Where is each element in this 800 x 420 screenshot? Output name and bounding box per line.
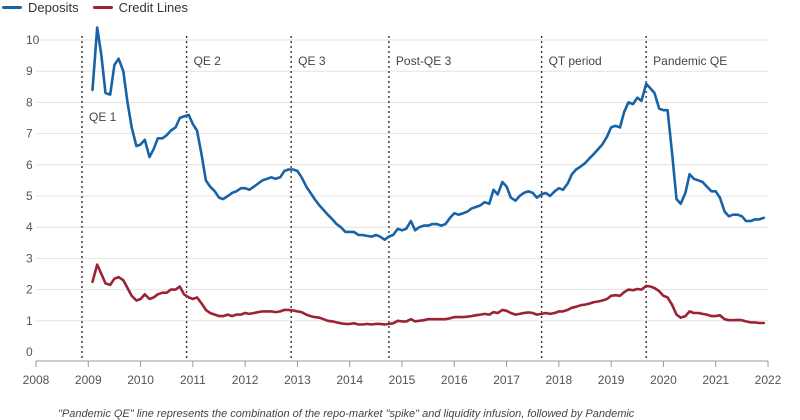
period-label-3: Post-QE 3 <box>396 54 452 68</box>
x-tick-label-2022: 2022 <box>755 373 782 387</box>
period-label-0: QE 1 <box>89 110 117 124</box>
y-tick-label-6: 6 <box>26 158 33 172</box>
y-tick-label-7: 7 <box>26 127 33 141</box>
x-tick-label-2013: 2013 <box>284 373 311 387</box>
caption: "Pandemic QE" line represents the combin… <box>58 408 635 420</box>
x-tick-label-2017: 2017 <box>493 373 520 387</box>
legend-swatch-deposits <box>2 6 22 9</box>
series-lines <box>91 26 766 326</box>
x-tick-label-2014: 2014 <box>336 373 363 387</box>
x-tick-label-2018: 2018 <box>546 373 573 387</box>
period-markers: QE 1 QE 2 QE 3 Post-QE 3 QT period Pandemic Q… <box>81 36 727 361</box>
period-label-4: QT period <box>549 54 602 68</box>
series-line-credit-lines <box>91 263 766 326</box>
y-tick-label-0: 0 <box>26 345 33 359</box>
y-tick-label-9: 9 <box>26 64 33 78</box>
x-tick-label-2020: 2020 <box>650 373 677 387</box>
x-tick-label-2012: 2012 <box>232 373 259 387</box>
period-label-5: Pandemic QE <box>653 54 727 68</box>
y-tick-label-1: 1 <box>26 314 33 328</box>
gridlines <box>36 39 768 322</box>
y-tick-label-4: 4 <box>26 220 33 234</box>
y-tick-label-10: 10 <box>26 33 40 47</box>
x-tick-label-2015: 2015 <box>389 373 416 387</box>
x-tick-label-2011: 2011 <box>180 373 206 387</box>
y-tick-label-8: 8 <box>26 95 33 109</box>
x-tick-label-2016: 2016 <box>441 373 468 387</box>
y-tick-label-2: 2 <box>26 283 33 297</box>
legend-label-credit-lines: Credit Lines <box>118 0 188 15</box>
x-tick-label-2019: 2019 <box>598 373 625 387</box>
x-tick-label-2021: 2021 <box>702 373 729 387</box>
legend-swatch-credit-lines <box>92 6 113 9</box>
series-line-deposits <box>91 26 766 241</box>
legend-item-deposits: Deposits <box>2 0 79 15</box>
x-tick-label-2010: 2010 <box>127 373 154 387</box>
legend-label-deposits: Deposits <box>28 0 79 15</box>
y-tick-label-5: 5 <box>26 189 33 203</box>
y-axis-tick-labels: 0 1 2 3 4 5 6 7 8 9 10 <box>26 33 40 359</box>
x-axis: 2008 2009 2010 2011 2012 2013 2014 2015 2016 2017… <box>23 360 782 387</box>
period-label-1: QE 2 <box>194 54 222 68</box>
y-tick-label-3: 3 <box>26 251 33 265</box>
x-tick-label-2008: 2008 <box>23 373 50 387</box>
period-label-2: QE 3 <box>298 54 326 68</box>
x-tick-label-2009: 2009 <box>75 373 102 387</box>
legend: Deposits Credit Lines <box>2 0 202 15</box>
legend-item-credit-lines: Credit Lines <box>92 0 188 15</box>
